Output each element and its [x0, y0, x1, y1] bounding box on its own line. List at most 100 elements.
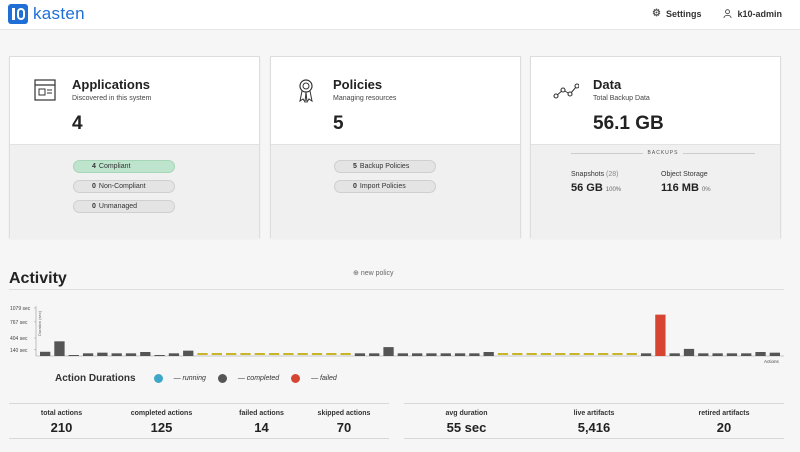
- skipped-bar[interactable]: [626, 353, 637, 355]
- completed-bar[interactable]: [769, 352, 780, 356]
- completed-bar[interactable]: [54, 341, 65, 356]
- backup-policies-filter[interactable]: 5 Backup Policies: [334, 160, 436, 173]
- backups-section-label: BACKUPS: [571, 150, 755, 160]
- skipped-bar[interactable]: [297, 353, 308, 355]
- skipped-bar[interactable]: [311, 353, 323, 355]
- backup-policies-count: 5: [353, 163, 357, 170]
- completed-bar[interactable]: [369, 353, 380, 356]
- action-durations-chart: 1079 sec 767 sec 404 sec 140 sec Duration (s…: [10, 306, 784, 364]
- completed-bar[interactable]: [726, 353, 738, 356]
- y-tick-label: 1079 sec: [10, 306, 31, 312]
- compliant-count: 4: [92, 163, 96, 170]
- completed-bar[interactable]: [483, 351, 494, 356]
- completed-bar[interactable]: [683, 348, 695, 356]
- completed-bar[interactable]: [469, 353, 480, 356]
- completed-bar[interactable]: [741, 353, 752, 356]
- snapshots-count: (28): [606, 171, 619, 178]
- completed-bar[interactable]: [412, 353, 423, 356]
- applications-card[interactable]: Applications Discovered in this system 4…: [9, 56, 260, 239]
- data-title: Data: [593, 77, 622, 92]
- applications-title: Applications: [72, 77, 151, 92]
- import-policies-filter[interactable]: 0 Import Policies: [334, 180, 436, 193]
- activity-title: Activity: [9, 270, 67, 287]
- skipped-bar[interactable]: [326, 353, 337, 355]
- completed-bar[interactable]: [125, 353, 137, 356]
- policies-card[interactable]: Policies Managing resources 5 5 Backup Po…: [270, 56, 521, 277]
- completed-bar[interactable]: [354, 353, 366, 356]
- completed-bar[interactable]: [755, 351, 766, 356]
- kasten-logo[interactable]: kasten: [8, 4, 85, 24]
- import-policies-label: Import Policies: [359, 183, 406, 190]
- completed-bar[interactable]: [426, 353, 437, 356]
- y-tick-label: 140 sec: [10, 348, 28, 354]
- skipped-bar[interactable]: [340, 353, 351, 355]
- skipped-bar[interactable]: [197, 353, 208, 355]
- x-axis-label: Actions: [764, 359, 780, 364]
- chart-bar[interactable]: [68, 355, 79, 356]
- settings-link[interactable]: ⚙ Settings: [652, 8, 701, 19]
- summary-total-actions: total actions 210: [40, 410, 83, 435]
- summary-completed-actions: completed actions 125: [130, 410, 193, 435]
- completed-bar[interactable]: [383, 347, 394, 356]
- running-dot-icon: [153, 374, 163, 383]
- completed-bar[interactable]: [111, 353, 122, 356]
- artifacts-summary: avg duration 55 sec live artifacts 5,416 r…: [404, 403, 784, 439]
- skipped-bar[interactable]: [211, 353, 222, 355]
- completed-bar[interactable]: [183, 350, 194, 356]
- noncompliant-filter[interactable]: 0 Non-Compliant: [73, 180, 175, 193]
- completed-bar[interactable]: [454, 353, 466, 356]
- unmanaged-filter[interactable]: 0 Unmanaged: [73, 200, 175, 213]
- completed-bar[interactable]: [97, 352, 108, 356]
- data-card[interactable]: Data Total Backup Data 56.1 GB BACKUPS S…: [530, 56, 781, 239]
- policies-subtitle: Managing resources: [333, 95, 397, 102]
- skipped-bar[interactable]: [240, 353, 251, 355]
- backup-policies-label: Backup Policies: [359, 163, 410, 170]
- completed-bar[interactable]: [40, 351, 51, 356]
- skipped-bar[interactable]: [283, 353, 294, 355]
- skipped-bar[interactable]: [555, 353, 566, 355]
- skipped-bar[interactable]: [526, 353, 537, 355]
- skipped-bar[interactable]: [512, 353, 523, 355]
- completed-bar[interactable]: [140, 351, 151, 356]
- chart-legend: Action Durations — running — completed —…: [55, 373, 341, 384]
- new-policy-label: new policy: [360, 270, 394, 277]
- user-icon: [723, 9, 733, 18]
- object-storage-label: Object Storage: [661, 171, 708, 178]
- legend-title: Action Durations: [55, 373, 136, 384]
- settings-label: Settings: [665, 8, 702, 19]
- data-nodes-icon: [553, 83, 579, 99]
- skipped-bar[interactable]: [254, 353, 265, 355]
- object-storage-pct: 0%: [701, 187, 711, 193]
- completed-bar[interactable]: [640, 353, 652, 356]
- noncompliant-count: 0: [92, 183, 96, 190]
- completed-bar[interactable]: [669, 353, 680, 356]
- completed-bar[interactable]: [440, 353, 451, 356]
- skipped-bar[interactable]: [612, 353, 623, 355]
- skipped-bar[interactable]: [569, 353, 580, 355]
- summary-skipped-actions: skipped actions 70: [317, 410, 371, 435]
- user-menu[interactable]: k10-admin: [723, 8, 782, 19]
- applications-subtitle: Discovered in this system: [72, 95, 152, 102]
- skipped-bar[interactable]: [497, 353, 509, 355]
- object-storage-size: 116 MB 0%: [661, 182, 711, 194]
- completed-bar[interactable]: [168, 353, 180, 356]
- completed-bar[interactable]: [397, 353, 408, 356]
- skipped-bar[interactable]: [598, 353, 609, 355]
- skipped-bar[interactable]: [583, 353, 594, 355]
- y-tick-label: 404 sec: [10, 336, 28, 342]
- kasten-logo-icon: [8, 4, 28, 24]
- compliant-filter[interactable]: 4 Compliant: [73, 160, 175, 173]
- y-tick-label: 767 sec: [10, 320, 28, 326]
- skipped-bar[interactable]: [268, 353, 280, 355]
- import-policies-count: 0: [353, 183, 357, 190]
- completed-bar[interactable]: [82, 353, 94, 356]
- new-policy-link[interactable]: ⊕ new policy: [353, 269, 394, 277]
- chart-bar[interactable]: [154, 355, 165, 356]
- completed-bar[interactable]: [698, 353, 709, 356]
- completed-bar[interactable]: [712, 353, 723, 356]
- applications-count: 4: [72, 113, 83, 134]
- failed-bar[interactable]: [655, 314, 666, 356]
- skipped-bar[interactable]: [226, 353, 237, 355]
- skipped-bar[interactable]: [540, 353, 552, 355]
- brand-name: kasten: [33, 4, 85, 23]
